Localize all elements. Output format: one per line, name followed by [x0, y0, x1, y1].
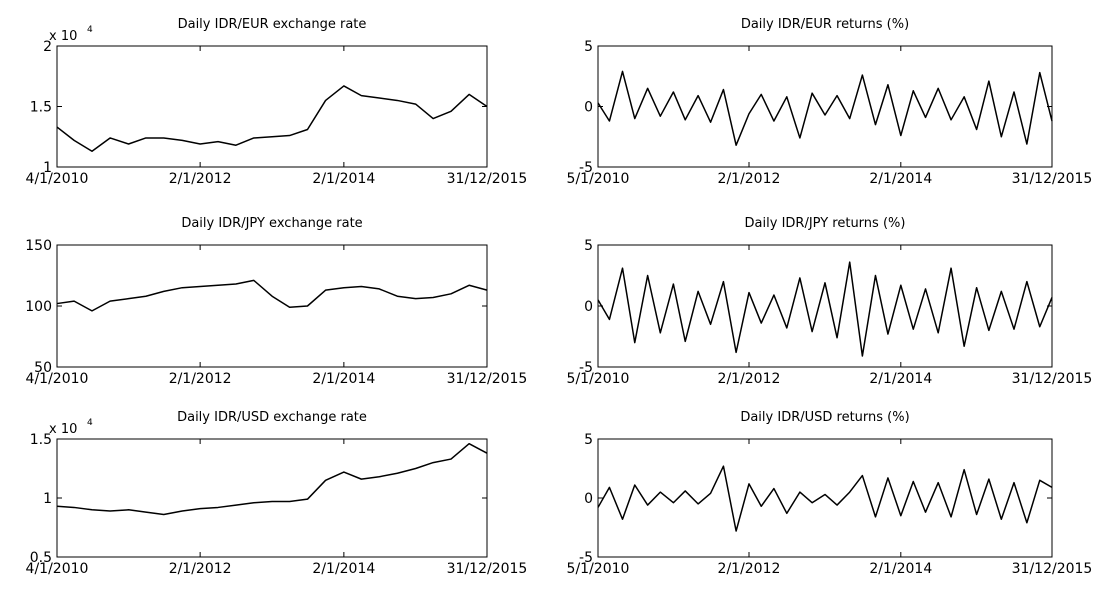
data-line	[56, 279, 488, 312]
y-tick-label: 0	[584, 100, 593, 116]
axis-multiplier: x 10	[49, 422, 77, 437]
x-tick-label: 2/1/2012	[169, 171, 232, 187]
x-tick-label: 5/1/2010	[567, 561, 630, 577]
y-tick-label: 5	[584, 39, 593, 55]
data-line	[597, 261, 1053, 357]
x-tick-label: 4/1/2010	[26, 171, 89, 187]
chart-title: Daily IDR/EUR exchange rate	[178, 17, 367, 32]
x-tick-label: 2/1/2012	[169, 371, 232, 387]
chart-title: Daily IDR/USD returns (%)	[740, 410, 909, 425]
y-tick-label: 1	[43, 491, 52, 507]
y-tick-label: 0.5	[30, 550, 52, 566]
x-tick-label: 2/1/2012	[169, 561, 232, 577]
x-tick-label: 5/1/2010	[567, 171, 630, 187]
y-tick-label: 50	[34, 360, 52, 376]
y-tick-label: -5	[579, 160, 593, 176]
data-line	[597, 70, 1053, 146]
y-tick-label: 0	[584, 299, 593, 315]
x-tick-label: 31/12/2015	[1012, 171, 1093, 187]
x-tick-label: 2/1/2014	[312, 171, 375, 187]
x-tick-label: 31/12/2015	[1012, 371, 1093, 387]
x-tick-label: 2/1/2012	[718, 371, 781, 387]
y-tick-label: 150	[25, 238, 52, 254]
y-tick-label: 2	[43, 39, 52, 55]
x-tick-label: 2/1/2012	[718, 561, 781, 577]
chart-title: Daily IDR/JPY exchange rate	[181, 216, 362, 231]
x-tick-label: 4/1/2010	[26, 371, 89, 387]
y-tick-label: 5	[584, 432, 593, 448]
plot-frame	[597, 438, 1053, 558]
x-tick-label: 2/1/2014	[869, 561, 932, 577]
data-line	[597, 465, 1053, 532]
plot-frame	[597, 244, 1053, 368]
axis-multiplier: x 10	[49, 29, 77, 44]
chart-title: Daily IDR/JPY returns (%)	[745, 216, 906, 231]
y-tick-label: 1	[43, 160, 52, 176]
y-tick-label: -5	[579, 360, 593, 376]
x-tick-label: 2/1/2014	[869, 371, 932, 387]
y-tick-label: -5	[579, 550, 593, 566]
x-tick-label: 31/12/2015	[447, 171, 528, 187]
axis-multiplier-exponent: 4	[87, 418, 93, 428]
x-tick-label: 2/1/2014	[312, 561, 375, 577]
y-tick-label: 100	[25, 299, 52, 315]
x-tick-label: 31/12/2015	[1012, 561, 1093, 577]
data-line	[56, 85, 488, 153]
chart-title: Daily IDR/EUR returns (%)	[741, 17, 909, 32]
y-tick-label: 5	[584, 238, 593, 254]
axis-multiplier-exponent: 4	[87, 25, 93, 35]
chart-title: Daily IDR/USD exchange rate	[177, 410, 367, 425]
x-tick-label: 2/1/2014	[312, 371, 375, 387]
x-tick-label: 31/12/2015	[447, 561, 528, 577]
x-tick-label: 5/1/2010	[567, 371, 630, 387]
data-line	[56, 442, 488, 516]
plot-frame	[56, 244, 488, 368]
x-tick-label: 4/1/2010	[26, 561, 89, 577]
y-tick-label: 0	[584, 491, 593, 507]
plot-frame	[56, 438, 488, 558]
x-tick-label: 2/1/2012	[718, 171, 781, 187]
x-tick-label: 2/1/2014	[869, 171, 932, 187]
plot-frame	[56, 45, 488, 168]
x-tick-label: 31/12/2015	[447, 371, 528, 387]
y-tick-label: 1.5	[30, 432, 52, 448]
y-tick-label: 1.5	[30, 100, 52, 116]
